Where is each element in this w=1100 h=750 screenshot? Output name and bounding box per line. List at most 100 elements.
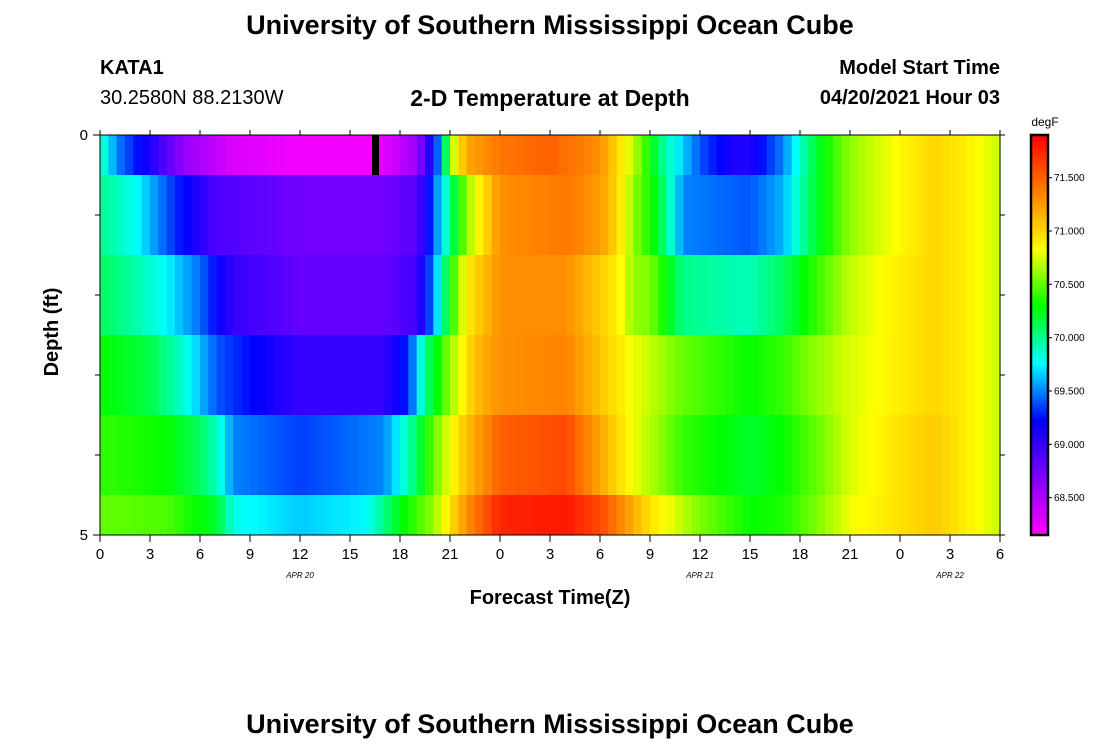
heatmap-cell [816,495,826,535]
heatmap-cell [283,175,293,255]
heatmap-cell [925,135,934,175]
heatmap-cell [408,135,418,175]
colorbar-unit-label: degF [1031,115,1058,129]
heatmap-cell [875,335,884,415]
heatmap-cell [391,135,401,175]
heatmap-cell [191,255,201,335]
heatmap-cell [158,135,168,175]
heatmap-cell [975,495,984,535]
heatmap-cell [241,175,251,255]
heatmap-cell [516,175,526,255]
heatmap-cell [450,415,459,495]
heatmap-cell [850,135,859,175]
heatmap-cell [716,255,726,335]
heatmap-cell [750,415,759,495]
heatmap-cell [608,495,618,535]
heatmap-cell [666,255,676,335]
heatmap-cell [933,495,943,535]
colorbar-tick-label: 70.500 [1054,280,1085,291]
heatmap-cell [808,335,818,415]
heatmap-cell [841,415,851,495]
heatmap-cell [991,335,1001,415]
heatmap-cell [275,255,284,335]
heatmap-cell [733,135,743,175]
heatmap-cell [308,495,318,535]
heatmap-cell [850,335,859,415]
date-label: APR 22 [935,571,964,580]
heatmap-cell [933,255,943,335]
heatmap-cell [333,415,343,495]
heatmap-cell [250,495,259,535]
heatmap-cell [300,335,309,415]
heatmap-cell [250,175,259,255]
heatmap-cell [508,255,518,335]
heatmap-cell [316,175,326,255]
heatmap-cell [258,135,268,175]
heatmap-cell [766,175,776,255]
heatmap-cell [483,255,493,335]
heatmap-cell [225,415,234,495]
heatmap-cell [283,135,293,175]
heatmap-cell [183,175,193,255]
heatmap-cell [508,415,518,495]
heatmap-cell [158,495,168,535]
heatmap-cell [908,255,918,335]
heatmap-cell [425,495,434,535]
heatmap-cell [483,415,493,495]
heatmap-cell [258,255,268,335]
heatmap-cell [725,175,734,255]
colorbar-tick-label: 69.000 [1054,440,1085,451]
heatmap-cell [633,335,643,415]
heatmap-cell [433,175,443,255]
heatmap-cell [725,335,734,415]
heatmap-cell [750,335,759,415]
heatmap-cell [900,495,909,535]
heatmap-cell [691,495,701,535]
heatmap-cell [725,415,734,495]
heatmap-cell [633,255,643,335]
heatmap-cell [983,495,993,535]
heatmap-cell [141,135,151,175]
heatmap-cell [591,495,601,535]
heatmap-cell [591,335,601,415]
heatmap-cell [766,255,776,335]
heatmap-cell [716,135,726,175]
heatmap-cell [916,335,926,415]
heatmap-cell [166,415,176,495]
colorbar-tick-label: 71.000 [1054,227,1085,238]
heatmap-cell [766,135,776,175]
heatmap-cell [708,255,718,335]
heatmap-cell [758,175,768,255]
heatmap-cell [383,255,393,335]
heatmap-cell [875,415,884,495]
heatmap-cell [983,135,993,175]
heatmap-cell [675,175,684,255]
heatmap-cell [900,415,909,495]
heatmap-cell [133,175,143,255]
heatmap-cell [758,255,768,335]
heatmap-cell [266,335,276,415]
heatmap-cell [775,175,784,255]
heatmap-cell [491,335,501,415]
heatmap-cell [125,135,134,175]
heatmap-cell [300,255,309,335]
heatmap-cell [358,335,368,415]
heatmap-cell [700,255,709,335]
heatmap-cell [550,135,559,175]
heatmap-cell [366,175,376,255]
heatmap-cell [433,255,443,335]
heatmap-cell [966,175,976,255]
heatmap-cell [533,255,543,335]
heatmap-cell [658,495,668,535]
heatmap-cell [600,255,609,335]
heatmap-cell [308,135,318,175]
heatmap-cell [950,255,959,335]
heatmap-cell [891,175,901,255]
heatmap-cell [783,415,793,495]
heatmap-cell [233,175,243,255]
heatmap-cell [566,255,576,335]
heatmap-cell [700,415,709,495]
heatmap-cell [683,415,693,495]
heatmap-cell [975,255,984,335]
heatmap-cell [550,415,559,495]
